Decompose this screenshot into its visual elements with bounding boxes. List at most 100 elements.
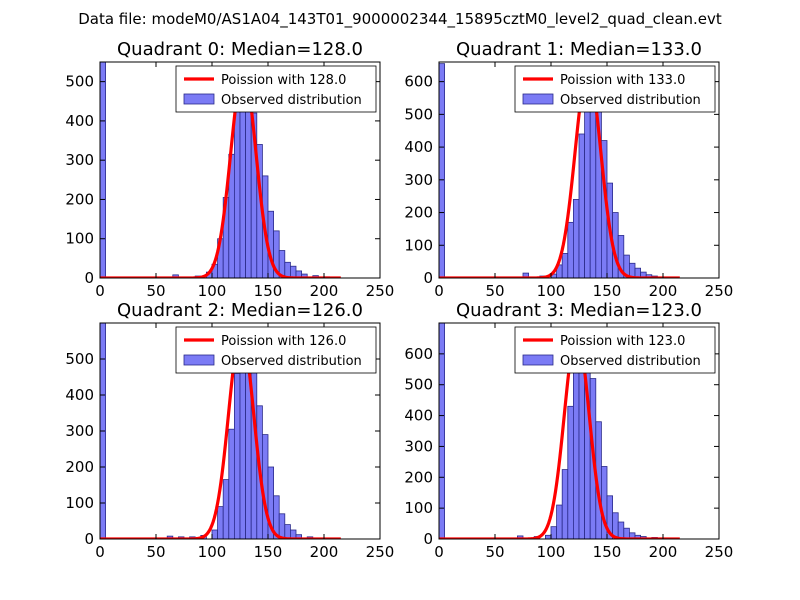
legend-bar-swatch xyxy=(183,354,215,366)
panel-quadrant-3: Quadrant 3: Median=123.0 0 50 100 150 200 250 0… xyxy=(404,300,733,561)
x-tick-label: 50 xyxy=(146,543,165,561)
axes-frame xyxy=(99,61,381,279)
axes-frame xyxy=(438,61,720,279)
y-tick-label: 400 xyxy=(404,407,433,425)
histogram-bar xyxy=(545,534,552,539)
x-tick-label: 0 xyxy=(434,543,444,561)
y-tick-label: 400 xyxy=(65,112,94,130)
panel-title: Quadrant 3: Median=123.0 xyxy=(456,300,702,321)
x-tick-label: 50 xyxy=(146,282,165,300)
histogram-bar xyxy=(439,63,445,278)
y-tick-label: 300 xyxy=(404,171,433,189)
histogram-bar xyxy=(211,529,218,539)
panel-quadrant-1: Quadrant 1: Median=133.0 0 50 100 150 200 250 0… xyxy=(404,39,733,300)
legend-bar-swatch xyxy=(522,93,554,105)
y-tick-label: 100 xyxy=(404,499,433,517)
histogram-bar xyxy=(561,253,569,278)
histogram-bar xyxy=(550,526,557,539)
histogram-bar xyxy=(567,405,574,539)
figure-suptitle: Data file: modeM0/AS1A04_143T01_90000023… xyxy=(78,10,722,29)
legend-label-poisson: Poission with 126.0 xyxy=(221,334,346,349)
x-tick-label: 0 xyxy=(434,282,444,300)
x-tick-label: 150 xyxy=(254,543,283,561)
histogram-bar xyxy=(222,479,230,539)
histogram-bar xyxy=(278,513,286,539)
legend: Poission with 128.0 Observed distribution xyxy=(175,65,377,113)
histogram-bar xyxy=(289,265,297,278)
x-tick-label: 250 xyxy=(366,282,395,300)
y-tick-label: 0 xyxy=(84,269,94,287)
axes-frame xyxy=(438,322,720,540)
panel-title: Quadrant 0: Median=128.0 xyxy=(117,39,363,60)
x-tick-label: 0 xyxy=(95,543,105,561)
y-tick-label: 200 xyxy=(404,204,433,222)
y-tick-label: 500 xyxy=(65,350,94,368)
histogram-bar xyxy=(439,323,445,539)
legend-bar-swatch xyxy=(522,354,554,366)
histogram-bar xyxy=(284,524,291,539)
x-tick-label: 250 xyxy=(705,543,734,561)
x-tick-label: 0 xyxy=(95,282,105,300)
legend-label-observed: Observed distribution xyxy=(221,93,362,108)
x-tick-label: 100 xyxy=(198,282,227,300)
y-tick-label: 500 xyxy=(404,105,433,123)
histogram-bar xyxy=(556,504,563,539)
legend: Poission with 123.0 Observed distribution xyxy=(514,326,716,374)
y-tick-label: 500 xyxy=(65,73,94,91)
x-tick-label: 250 xyxy=(705,282,734,300)
x-tick-label: 100 xyxy=(198,543,227,561)
y-tick-label: 400 xyxy=(65,386,94,404)
x-tick-label: 200 xyxy=(649,282,678,300)
x-tick-label: 100 xyxy=(537,543,566,561)
y-tick-label: 200 xyxy=(404,468,433,486)
x-tick-label: 50 xyxy=(485,282,504,300)
histogram-bar xyxy=(578,133,585,278)
histogram-bar xyxy=(217,506,224,539)
y-tick-label: 200 xyxy=(65,190,94,208)
x-tick-label: 150 xyxy=(593,543,622,561)
histogram-bar xyxy=(589,84,597,278)
histogram-bar xyxy=(233,372,241,539)
y-tick-label: 0 xyxy=(423,530,433,548)
y-tick-label: 400 xyxy=(404,138,433,156)
histogram-bar xyxy=(567,221,574,278)
histogram-bar xyxy=(228,428,235,539)
histogram-bar xyxy=(561,469,569,539)
legend-label-poisson: Poission with 123.0 xyxy=(560,334,685,349)
legend-label-observed: Observed distribution xyxy=(221,354,362,369)
y-tick-label: 600 xyxy=(404,73,433,91)
y-tick-label: 100 xyxy=(404,236,433,254)
y-tick-label: 300 xyxy=(65,422,94,440)
y-tick-label: 300 xyxy=(65,151,94,169)
x-tick-label: 200 xyxy=(310,282,339,300)
histogram-bar xyxy=(100,62,106,278)
y-tick-label: 500 xyxy=(404,376,433,394)
histogram-bar xyxy=(522,272,529,278)
x-tick-label: 100 xyxy=(537,282,566,300)
histogram-bar xyxy=(573,353,580,539)
y-tick-label: 300 xyxy=(404,437,433,455)
y-tick-label: 200 xyxy=(65,458,94,476)
legend: Poission with 133.0 Observed distribution xyxy=(514,65,716,113)
y-tick-label: 100 xyxy=(65,494,94,512)
poisson-fit-line xyxy=(100,330,342,539)
y-tick-label: 0 xyxy=(84,530,94,548)
y-tick-label: 0 xyxy=(423,269,433,287)
x-tick-label: 250 xyxy=(366,543,395,561)
panel-quadrant-2: Quadrant 2: Median=126.0 0 50 100 150 200 250 0… xyxy=(65,300,394,561)
legend-label-poisson: Poission with 128.0 xyxy=(221,73,346,88)
panels: Quadrant 0: Median=128.0 0 50 100 150 200 250 0… xyxy=(65,39,733,561)
x-tick-label: 200 xyxy=(310,543,339,561)
poisson-fit-line xyxy=(439,332,681,539)
x-tick-label: 50 xyxy=(485,543,504,561)
legend-label-poisson: Poission with 133.0 xyxy=(560,73,685,88)
legend-bar-swatch xyxy=(183,93,215,105)
y-tick-label: 600 xyxy=(404,345,433,363)
legend-label-observed: Observed distribution xyxy=(560,93,701,108)
legend: Poission with 126.0 Observed distribution xyxy=(175,326,377,374)
legend-label-observed: Observed distribution xyxy=(560,354,701,369)
histogram-bar xyxy=(617,521,625,539)
y-tick-label: 100 xyxy=(65,230,94,248)
panel-quadrant-0: Quadrant 0: Median=128.0 0 50 100 150 200 250 0… xyxy=(65,39,394,300)
